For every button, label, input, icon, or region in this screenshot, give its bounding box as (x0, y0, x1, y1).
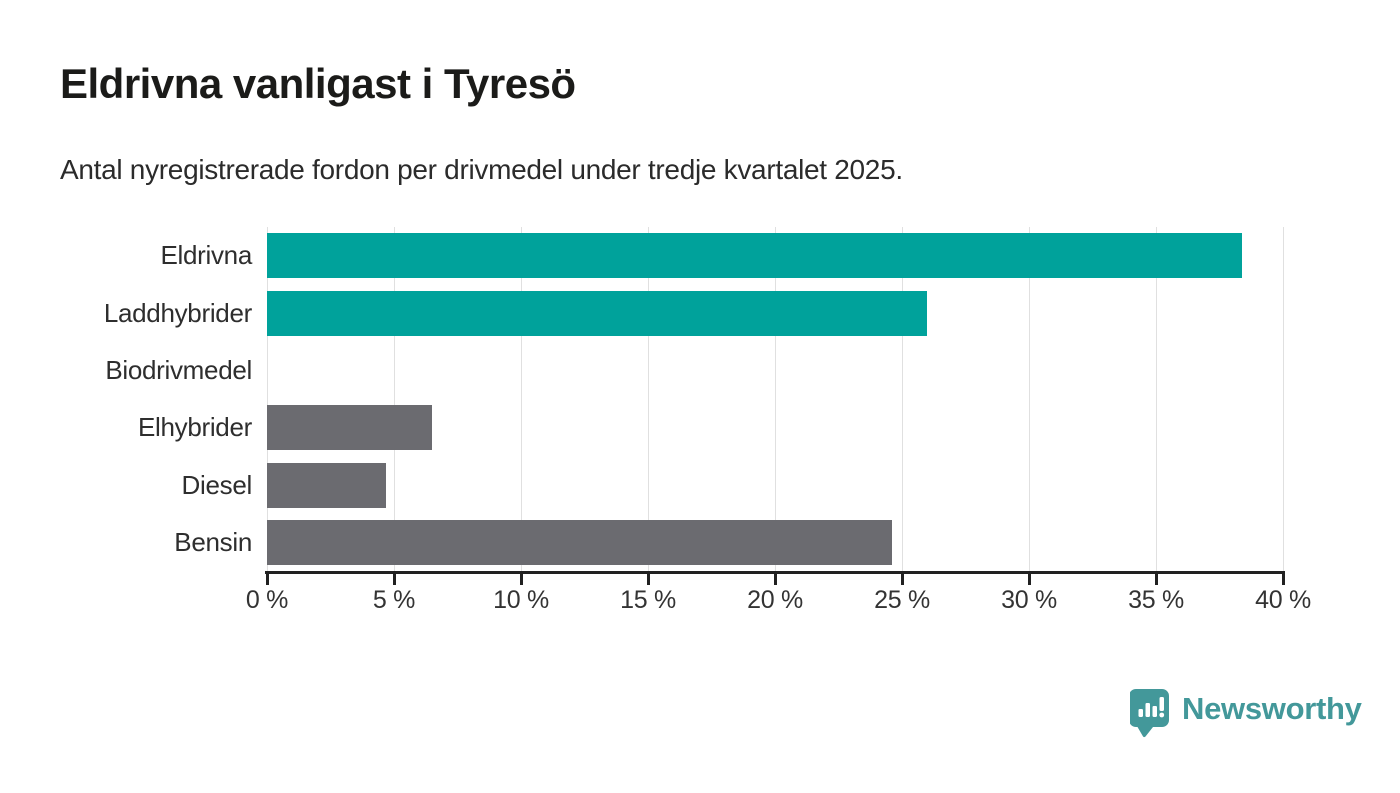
x-tick (1282, 571, 1285, 585)
x-tick-label: 15 % (620, 586, 676, 614)
x-tick (1155, 571, 1158, 585)
category-label-bensin: Bensin (174, 526, 252, 557)
bar-bensin (267, 519, 892, 565)
x-tick-label: 0 % (245, 586, 289, 614)
x-tick (774, 571, 777, 585)
gridline (521, 227, 522, 571)
chart-subtitle: Antal nyregistrerade fordon per drivmede… (60, 154, 903, 185)
category-label-elhybrider: Elhybrider (137, 412, 252, 443)
category-label-eldrivna: Eldrivna (160, 240, 252, 271)
x-tick-label: 5 % (372, 586, 416, 614)
category-label-diesel: Diesel (181, 469, 253, 500)
x-tick (901, 571, 904, 585)
x-tick (520, 571, 523, 585)
x-tick-label: 35 % (1128, 586, 1184, 614)
bar-elhybrider (267, 405, 433, 451)
x-tick-label: 30 % (1001, 586, 1057, 614)
gridline (1283, 227, 1284, 571)
gridline (648, 227, 649, 571)
gridline (775, 227, 776, 571)
gridline (394, 227, 395, 571)
x-tick-label: 10 % (493, 586, 549, 614)
x-tick (1028, 571, 1031, 585)
category-axis-labels: Eldrivna Laddhybrider Biodrivmedel Elhybrid… (0, 227, 252, 571)
x-tick-label: 40 % (1255, 586, 1311, 614)
category-label-laddhybrider: Laddhybrider (103, 297, 252, 328)
bar-eldrivna (267, 233, 1243, 279)
category-label-biodrivmedel: Biodrivmedel (105, 354, 252, 385)
chart-title: Eldrivna vanligast i Tyresö (60, 60, 576, 107)
plot-area (267, 227, 1284, 571)
gridline (1156, 227, 1157, 571)
x-tick-label: 20 % (747, 586, 803, 614)
x-tick (647, 571, 650, 585)
brand-name: Newsworthy (1182, 691, 1362, 726)
gridline (267, 227, 268, 571)
gridline (902, 227, 903, 571)
x-tick (266, 571, 269, 585)
gridline (1029, 227, 1030, 571)
branding-footer: Newsworthy (1129, 688, 1362, 743)
x-tick-label: 25 % (874, 586, 930, 614)
bar-diesel (267, 462, 387, 508)
x-tick (393, 571, 396, 585)
bar-laddhybrider (267, 290, 928, 336)
newsworthy-chart-pin-icon (1129, 688, 1170, 743)
